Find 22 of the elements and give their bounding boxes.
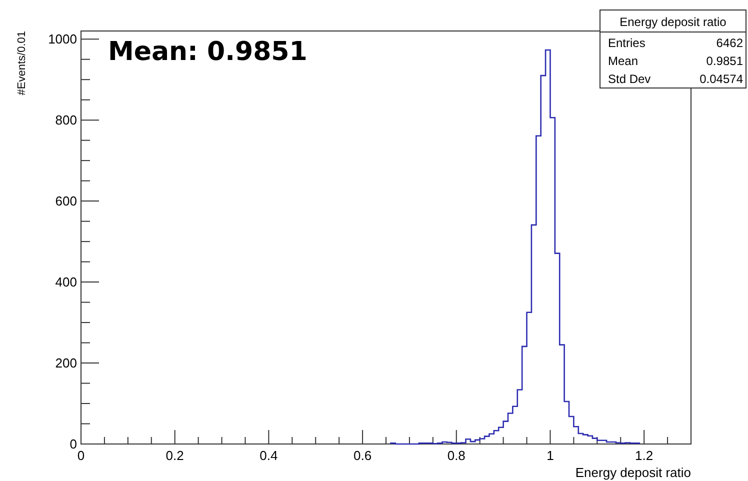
chart-title: Energy deposit ratio	[620, 15, 727, 29]
y-tick-label: 400	[55, 274, 77, 290]
text: 0.04574	[700, 72, 744, 86]
y-tick-label: 1000	[48, 32, 77, 47]
annotation: Mean: 0.9851	[108, 37, 308, 67]
x-tick-label: 0.8	[447, 448, 466, 463]
x-tick-label: 0.6	[354, 448, 372, 463]
x-tick-label: 1.2	[635, 448, 654, 463]
y-axis-title: #Events/0.01	[16, 31, 28, 96]
y-tick-label: 0	[70, 436, 77, 452]
y-tick-label: 600	[55, 194, 77, 209]
text: 0.9851	[706, 54, 744, 68]
x-axis-title: Energy deposit ratio	[575, 465, 691, 480]
text: 6462	[716, 36, 744, 50]
annotation: Std Dev	[608, 72, 651, 86]
x-tick-label: 0.2	[166, 448, 184, 463]
x-tick-label: 0.4	[260, 448, 278, 463]
annotation: Mean	[608, 54, 638, 68]
x-tick-label: 1	[546, 448, 554, 463]
y-tick-label: 800	[55, 112, 77, 128]
annotation: Entries	[608, 36, 646, 50]
y-tick-label: 200	[55, 356, 77, 371]
